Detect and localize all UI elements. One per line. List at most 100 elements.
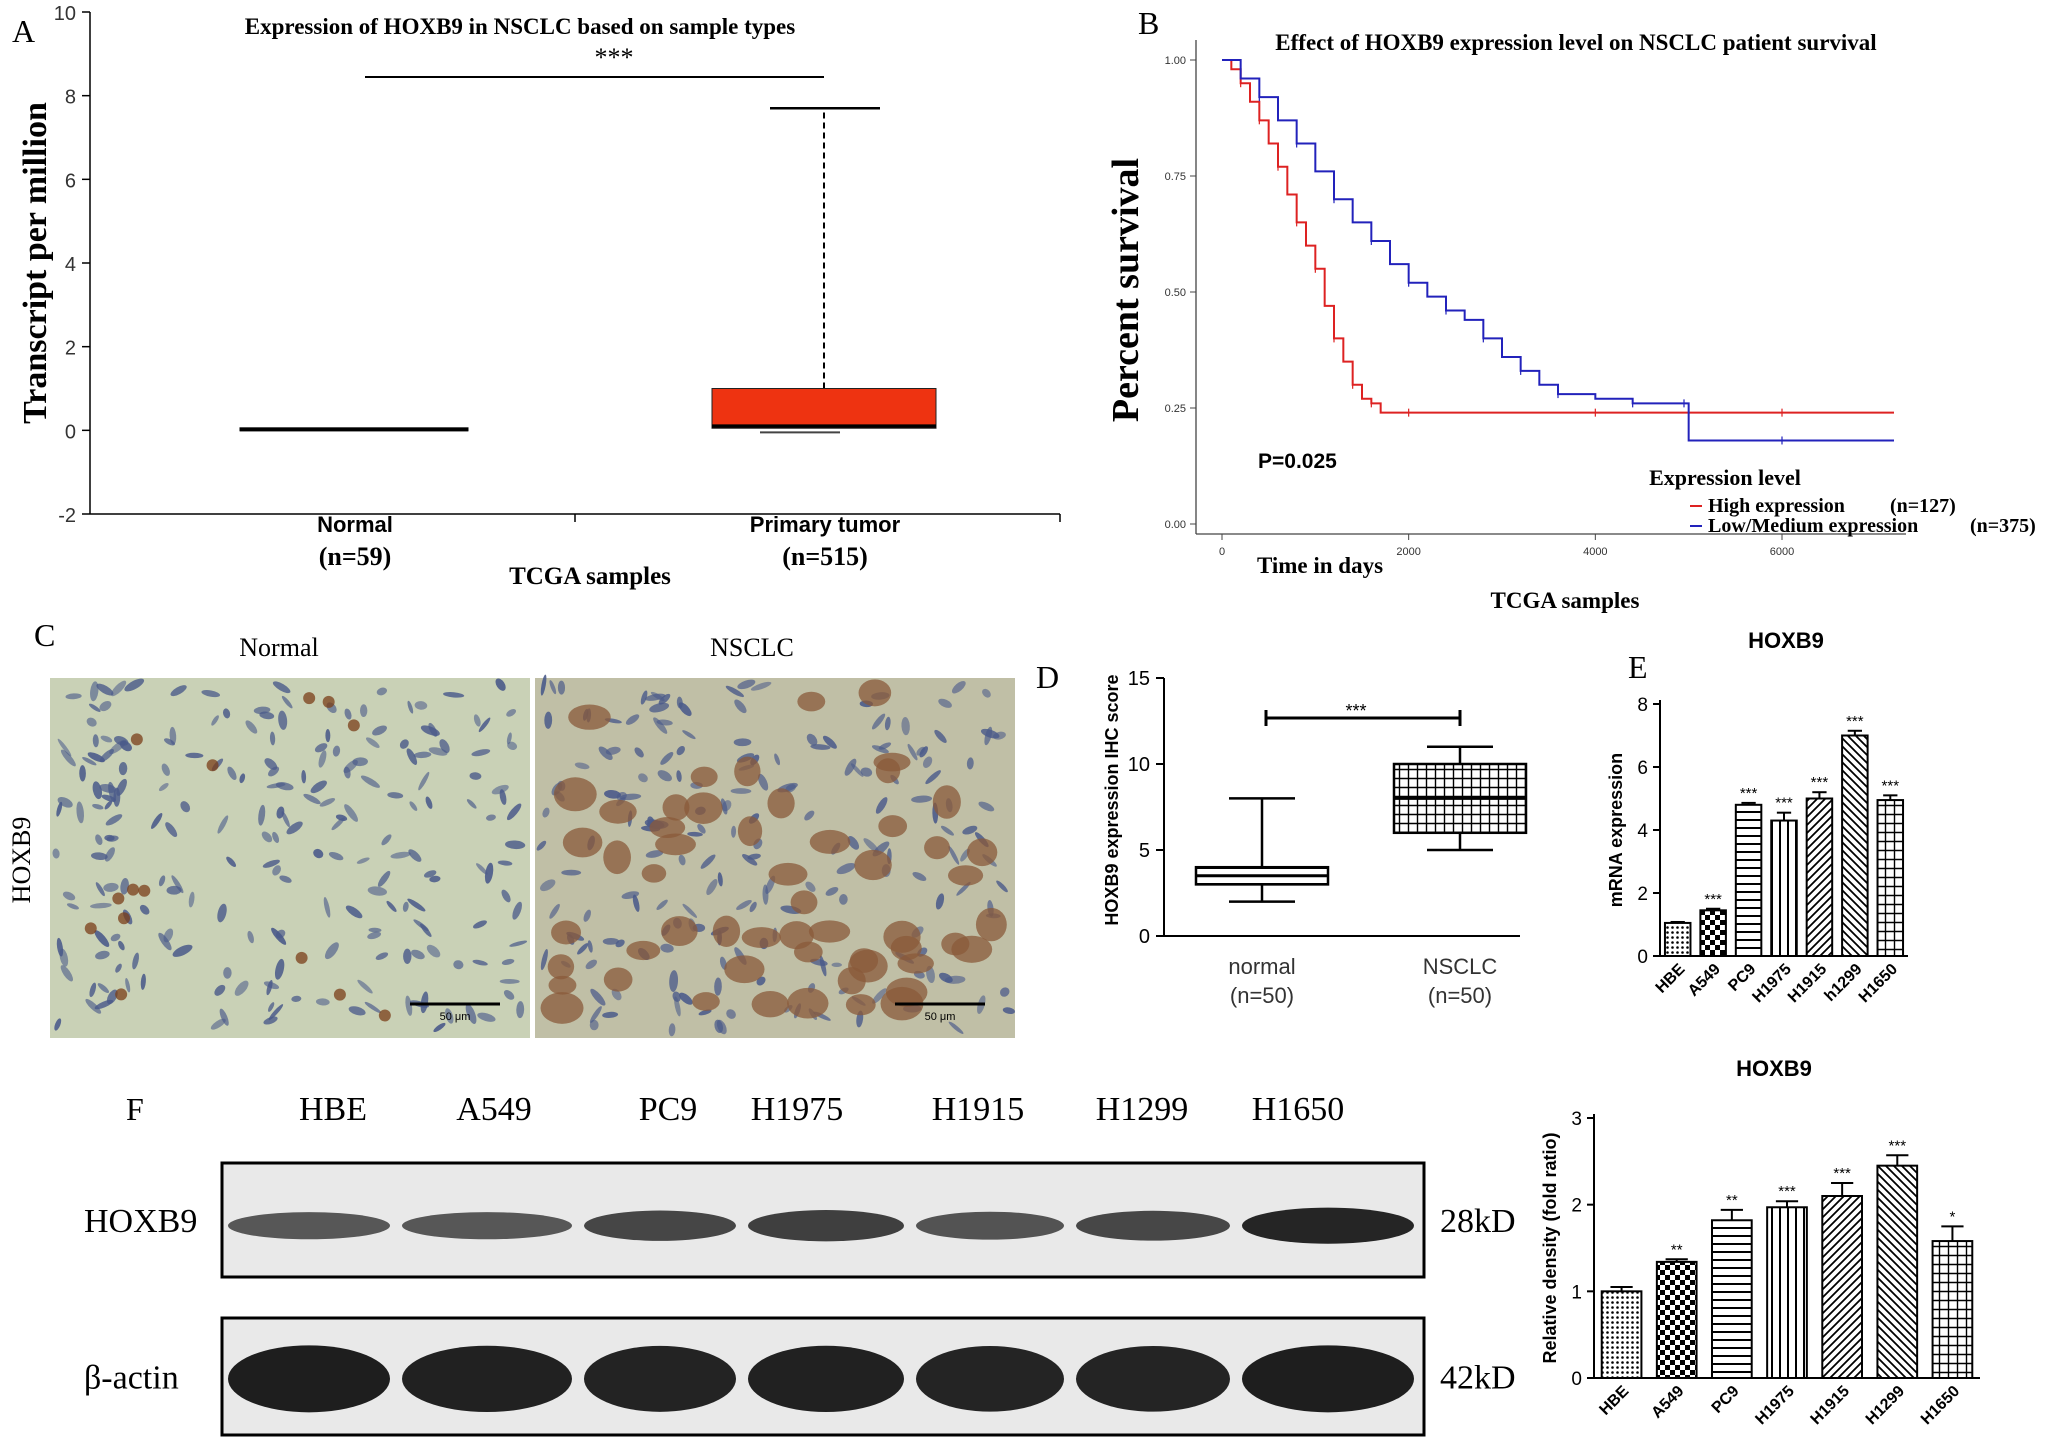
- nucleus: [96, 683, 114, 696]
- nucleus: [352, 757, 368, 767]
- bar-significance: ***: [1775, 795, 1793, 812]
- chart-a-y-tick-label: 10: [54, 3, 76, 25]
- nucleus: [602, 937, 620, 945]
- nucleus: [679, 992, 693, 1005]
- chart-b-x-label: Time in days: [1257, 553, 1383, 578]
- nucleus: [676, 745, 685, 756]
- blot-band: [916, 1346, 1064, 1412]
- bar-significance: ***: [1882, 777, 1900, 794]
- nucleus: [433, 1022, 446, 1033]
- stained-cell: [873, 752, 911, 772]
- nucleus: [844, 758, 857, 776]
- nucleus: [313, 848, 324, 859]
- nucleus: [611, 988, 622, 1001]
- chart-a-category-count: (n=515): [782, 542, 868, 571]
- nucleus: [938, 698, 952, 708]
- stained-cell: [347, 719, 360, 732]
- nucleus: [217, 815, 229, 834]
- bar-chart-y-tick-label: 4: [1637, 821, 1648, 842]
- nucleus: [132, 952, 139, 970]
- chart-a-y-tick-label: 2: [65, 338, 76, 360]
- nucleus: [1002, 1007, 1016, 1015]
- nucleus: [140, 973, 146, 990]
- stained-cell: [562, 827, 603, 858]
- bar-category-label: H1650: [1856, 961, 1901, 1006]
- blot-row: [220, 1316, 1426, 1437]
- nucleus: [585, 959, 597, 970]
- nucleus: [540, 879, 556, 892]
- nucleus: [323, 897, 331, 918]
- nucleus: [264, 758, 278, 770]
- stained-cell: [333, 988, 346, 1001]
- chart-b-title: Effect of HOXB9 expression level on NSCL…: [1275, 30, 1876, 55]
- blot-band: [402, 1212, 572, 1240]
- nucleus: [495, 678, 506, 691]
- nucleus: [907, 743, 918, 761]
- chart-d-category-count: (n=50): [1230, 983, 1294, 1008]
- chart-b-y-tick-label: 0.50: [1165, 287, 1186, 299]
- nucleus: [54, 1018, 62, 1031]
- stained-cell: [768, 862, 808, 886]
- chart-b-x-tick-label: 6000: [1770, 546, 1794, 558]
- chart-d-category-label: normal: [1228, 954, 1295, 979]
- nucleus: [632, 894, 640, 912]
- nucleus: [263, 981, 280, 990]
- chart-b-y-tick-label: 0.00: [1165, 519, 1186, 531]
- nucleus: [263, 1016, 278, 1025]
- nucleus: [92, 781, 103, 800]
- nucleus: [315, 998, 330, 1006]
- nucleus: [453, 960, 464, 970]
- nucleus: [501, 889, 511, 903]
- chart-d-y-tick-label: 10: [1128, 754, 1150, 776]
- nucleus: [940, 825, 954, 836]
- nucleus: [503, 990, 515, 1000]
- stained-cell: [787, 987, 829, 1019]
- bar-chart-y-tick-label: 8: [1637, 695, 1648, 716]
- nucleus: [103, 882, 119, 892]
- nucleus: [62, 891, 76, 901]
- bar-category-label: H1975: [1752, 1383, 1797, 1428]
- nucleus: [426, 944, 441, 958]
- nucleus: [742, 854, 758, 866]
- nucleus: [124, 678, 145, 692]
- nucleus: [281, 811, 290, 828]
- nucleus: [721, 800, 732, 812]
- nucleus: [469, 772, 482, 780]
- bar-significance: ***: [1833, 1165, 1851, 1182]
- nucleus: [115, 963, 122, 973]
- nucleus: [473, 920, 487, 929]
- stained-cell: [303, 692, 316, 705]
- blot-band: [584, 1210, 736, 1241]
- nucleus: [698, 1009, 712, 1016]
- nucleus: [110, 680, 127, 697]
- nucleus: [99, 783, 117, 793]
- nucleus: [717, 872, 723, 887]
- nucleus: [951, 680, 966, 694]
- nucleus: [407, 898, 426, 912]
- nucleus: [253, 706, 271, 714]
- nucleus: [227, 766, 237, 780]
- nucleus: [399, 739, 409, 749]
- bar: [1734, 803, 1763, 957]
- nucleus: [980, 728, 1000, 739]
- nucleus: [544, 711, 553, 729]
- stained-cell: [845, 994, 876, 1016]
- nucleus: [966, 757, 974, 770]
- nucleus: [733, 738, 752, 747]
- nucleus: [423, 870, 437, 878]
- nucleus: [922, 756, 933, 768]
- chart-b-x-tick-label: 4000: [1583, 546, 1607, 558]
- nucleus: [357, 979, 373, 994]
- nucleus: [278, 710, 288, 730]
- nucleus: [425, 796, 433, 809]
- stained-cell: [130, 733, 143, 746]
- nucleus: [118, 761, 128, 776]
- scale-bar-label: 50 μm: [440, 1011, 471, 1023]
- stained-cell: [548, 975, 577, 995]
- nucleus: [92, 734, 99, 748]
- stained-cell: [603, 967, 633, 992]
- chart-d-y-tick-label: 5: [1139, 840, 1150, 862]
- nucleus: [344, 708, 352, 720]
- stained-cell: [662, 794, 690, 821]
- nucleus: [413, 751, 432, 759]
